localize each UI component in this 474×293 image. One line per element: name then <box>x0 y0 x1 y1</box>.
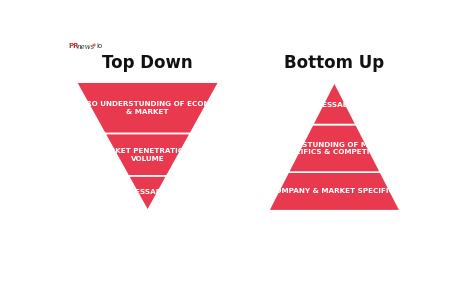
Text: *: * <box>92 43 96 52</box>
Text: PR: PR <box>69 43 79 49</box>
Text: COMPANY & MARKET SPECIFICS: COMPANY & MARKET SPECIFICS <box>270 188 399 195</box>
Text: Top Down: Top Down <box>102 54 193 72</box>
Text: Bottom Up: Bottom Up <box>284 54 384 72</box>
Text: MARKET PENETRATION &
VOLUME: MARKET PENETRATION & VOLUME <box>97 148 199 161</box>
Polygon shape <box>288 125 381 172</box>
Text: ADDRESSABILITY: ADDRESSABILITY <box>113 189 182 195</box>
Text: io: io <box>96 43 103 49</box>
Text: UNDERSTUNDING OF MARKET
SPECIFICS & COMPETITION: UNDERSTUNDING OF MARKET SPECIFICS & COMP… <box>274 142 395 155</box>
Polygon shape <box>268 172 400 211</box>
Polygon shape <box>105 134 191 176</box>
Polygon shape <box>313 82 356 125</box>
Text: news: news <box>76 43 94 51</box>
Text: ADDRESSABILITY: ADDRESSABILITY <box>300 102 369 108</box>
Text: MACRO UNDERSTUNDING OF ECONOMY
& MARKET: MACRO UNDERSTUNDING OF ECONOMY & MARKET <box>68 101 228 115</box>
Polygon shape <box>128 176 167 211</box>
Polygon shape <box>76 82 219 134</box>
